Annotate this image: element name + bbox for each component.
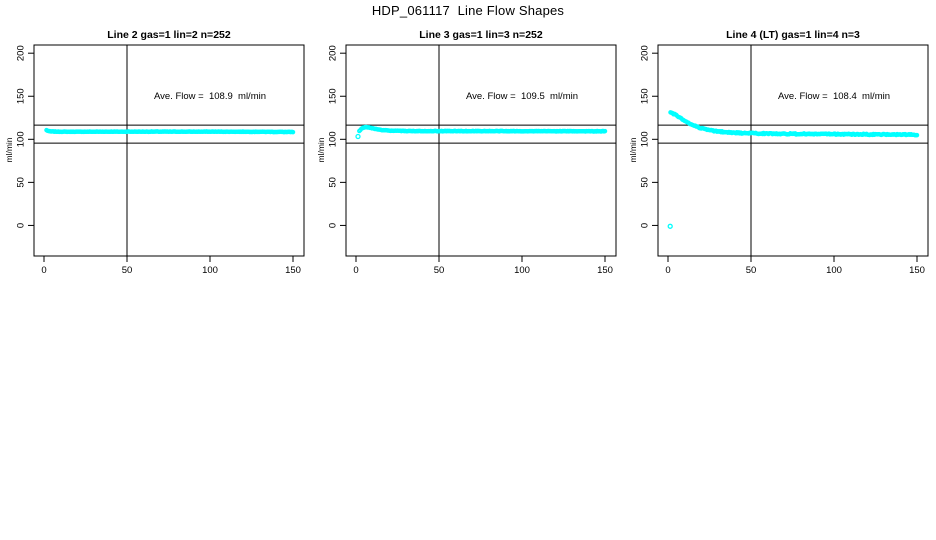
- panel-3-title: Line 4 (LT) gas=1 lin=4 n=3: [726, 29, 860, 41]
- x-tick-label: 150: [597, 265, 613, 276]
- x-tick-label: 0: [665, 265, 670, 276]
- y-tick-label: 50: [16, 177, 27, 188]
- y-tick-label: 50: [640, 177, 651, 188]
- y-tick-label: 100: [328, 131, 339, 147]
- panel-1-y-axis-label: ml/min: [4, 137, 14, 163]
- x-tick-label: 50: [746, 265, 757, 276]
- panel-2-title: Line 3 gas=1 lin=3 n=252: [419, 29, 543, 41]
- y-tick-label: 50: [328, 177, 339, 188]
- y-tick-label: 0: [328, 223, 339, 228]
- data-point: [914, 132, 920, 138]
- y-tick-label: 100: [640, 131, 651, 147]
- panel-1-ave-flow-annotation: Ave. Flow = 108.9 ml/min: [153, 91, 267, 102]
- x-tick-label: 100: [826, 265, 842, 276]
- data-point: [290, 129, 296, 135]
- data-points-flow-trace: [44, 127, 296, 135]
- x-tick-label: 0: [41, 265, 46, 276]
- y-tick-label: 0: [640, 223, 651, 228]
- plot-box: [657, 44, 929, 257]
- x-tick-label: 100: [202, 265, 218, 276]
- y-tick-label: 200: [640, 45, 651, 61]
- x-tick-label: 0: [353, 265, 358, 276]
- outlier-point: [667, 223, 673, 229]
- panel-3-y-axis-label: ml/min: [628, 137, 638, 163]
- panel-2-ave-flow-annotation: Ave. Flow = 109.5 ml/min: [465, 91, 579, 102]
- y-tick-label: 0: [16, 223, 27, 228]
- plot-box: [345, 44, 617, 257]
- x-tick-label: 150: [285, 265, 301, 276]
- panel-3: 0 50 100 150 200 0 50 100 150: [640, 44, 929, 276]
- y-tick-label: 150: [640, 88, 651, 104]
- y-tick-label: 100: [16, 131, 27, 147]
- x-tick-label: 100: [514, 265, 530, 276]
- panel-1: 0 50 100 150 200 0 50 100 150: [16, 44, 305, 276]
- outlier-point: [355, 133, 361, 140]
- data-point: [602, 128, 608, 134]
- panel-3-ave-flow-annotation: Ave. Flow = 108.4 ml/min: [777, 91, 891, 102]
- y-tick-label: 150: [16, 88, 27, 104]
- x-tick-label: 150: [909, 265, 925, 276]
- y-tick-label: 200: [16, 45, 27, 61]
- x-tick-label: 50: [434, 265, 445, 276]
- data-points-flow-trace: [668, 110, 920, 138]
- panel-1-title: Line 2 gas=1 lin=2 n=252: [107, 29, 231, 41]
- data-points-flow-trace: [357, 124, 608, 134]
- figure-title: HDP_061117 Line Flow Shapes: [371, 3, 565, 18]
- y-tick-label: 150: [328, 88, 339, 104]
- plot-box: [33, 44, 305, 257]
- y-tick-label: 200: [328, 45, 339, 61]
- panel-2-y-axis-label: ml/min: [316, 137, 326, 163]
- panel-2: 0 50 100 150 200 0 50 100 150: [328, 44, 617, 276]
- x-tick-label: 50: [122, 265, 133, 276]
